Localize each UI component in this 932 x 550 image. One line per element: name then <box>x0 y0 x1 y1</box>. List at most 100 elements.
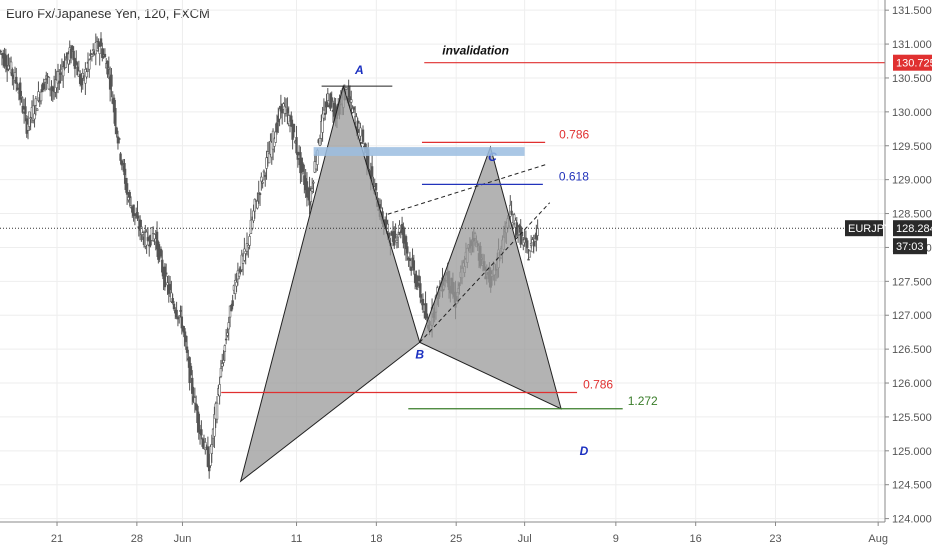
candle-body <box>265 157 268 169</box>
candle-body <box>370 166 374 177</box>
candle-body <box>309 190 313 202</box>
candle-body <box>267 153 271 164</box>
y-tick-label: 131.000 <box>892 39 932 51</box>
candle-body <box>532 241 535 247</box>
candle-body <box>171 298 174 303</box>
candle-body <box>323 112 327 115</box>
candle-body <box>168 284 172 291</box>
candle-body <box>262 170 266 173</box>
candle-body <box>292 124 296 133</box>
candle-body <box>35 108 39 111</box>
point-label-c: C <box>488 150 497 164</box>
point-label-d: D <box>580 444 589 458</box>
candle-body <box>393 231 396 246</box>
candle-body <box>128 192 131 198</box>
candle-body <box>62 66 65 77</box>
candle-body <box>416 282 419 287</box>
candle-body <box>226 332 229 336</box>
candle-body <box>191 377 194 394</box>
candle-body <box>107 67 111 70</box>
candle-body <box>256 200 259 209</box>
candle-body <box>29 117 32 119</box>
candle-body <box>275 122 279 133</box>
harmonic-pattern: A B C D <box>239 63 589 483</box>
y-tick-label: 126.000 <box>892 378 932 390</box>
symbol-badge-bg <box>845 220 883 237</box>
candle-body <box>536 227 539 236</box>
candle-body <box>184 335 187 343</box>
candle-body <box>118 138 121 140</box>
candle-body <box>406 246 409 254</box>
candle-body <box>16 87 19 90</box>
candle-body <box>132 204 135 216</box>
candle-body <box>59 73 62 75</box>
candle-body <box>244 250 247 254</box>
candle-body <box>28 111 31 127</box>
candle-body <box>88 59 91 70</box>
current-price-badge-bg <box>893 220 932 237</box>
candle-body <box>516 234 520 236</box>
candle-body <box>321 113 324 133</box>
candle-body <box>175 309 178 318</box>
candle-body <box>350 99 353 103</box>
candle-body <box>189 365 193 376</box>
candle-body <box>0 50 2 53</box>
candle-body <box>510 210 513 215</box>
candle-body <box>58 80 61 84</box>
candle-body <box>412 260 416 271</box>
candle-body <box>248 236 251 246</box>
candle-body <box>161 259 164 273</box>
x-tick-label: Jun <box>174 533 192 545</box>
pattern-xab-triangle <box>239 84 421 483</box>
x-tick-label: 21 <box>51 533 63 545</box>
channel-lower-line <box>419 202 551 343</box>
candle-body <box>290 115 293 127</box>
candle-body <box>136 212 139 219</box>
candle-body <box>157 241 160 260</box>
candle-body <box>228 305 232 318</box>
candle-body <box>301 163 305 172</box>
candle-body <box>75 60 78 65</box>
candle-body <box>4 55 8 67</box>
candle-body <box>223 345 227 352</box>
candle-body <box>176 317 180 320</box>
candle-body <box>141 232 144 235</box>
candle-body <box>224 338 228 341</box>
candle-body <box>103 53 107 58</box>
candle-body <box>305 181 309 198</box>
candle-body <box>69 48 73 59</box>
y-tick-label: 125.500 <box>892 412 932 424</box>
candle-body <box>359 127 362 137</box>
candle-body <box>218 384 221 397</box>
candle-body <box>396 234 400 238</box>
candle-body <box>34 98 38 106</box>
invalidation-label: invalidation <box>442 44 509 58</box>
x-tick-label: 16 <box>690 533 702 545</box>
candle-body <box>99 38 103 47</box>
candle-body <box>39 91 43 102</box>
candle-body <box>419 283 422 298</box>
candle-body <box>200 429 203 436</box>
candle-body <box>410 266 413 271</box>
candle-body <box>24 106 27 114</box>
x-tick-label: 25 <box>450 533 462 545</box>
candle-body <box>146 237 150 241</box>
candle-body <box>408 258 412 261</box>
candle-body <box>394 233 397 236</box>
candle-body <box>133 213 137 216</box>
x-tick-label: 9 <box>613 533 619 545</box>
candle-body <box>43 79 47 83</box>
candle-body <box>72 50 75 61</box>
x-tick-label: 11 <box>291 533 302 545</box>
candle-body <box>197 413 200 433</box>
candle-body <box>360 142 363 144</box>
candle-body <box>193 397 197 404</box>
x-tick-label: Jul <box>518 533 532 545</box>
candle-body <box>115 127 118 134</box>
candle-body <box>125 183 129 195</box>
candle-body <box>235 281 238 287</box>
candle-body <box>310 188 314 192</box>
candle-body <box>85 71 88 78</box>
candle-body <box>515 222 518 236</box>
